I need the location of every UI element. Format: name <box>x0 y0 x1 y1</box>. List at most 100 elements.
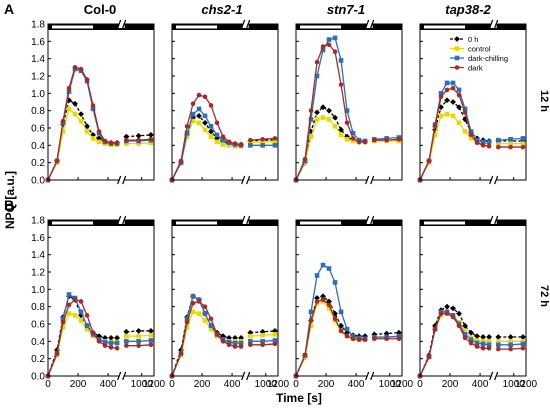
data-point <box>486 342 492 348</box>
data-point <box>383 330 390 337</box>
data-point <box>226 342 232 348</box>
data-point <box>444 311 450 316</box>
data-point <box>320 293 326 300</box>
data-point <box>520 345 526 351</box>
panel-r1-c3 <box>293 19 403 185</box>
data-point <box>480 345 486 351</box>
data-point <box>78 299 84 304</box>
x-tick-label: 1200 <box>267 379 290 390</box>
data-point <box>72 297 78 303</box>
data-point <box>344 108 350 113</box>
y-tick-label: 1.0 <box>31 89 45 100</box>
data-point <box>232 344 238 349</box>
light-bar-light <box>176 221 218 225</box>
data-point <box>96 129 102 134</box>
data-point <box>260 342 265 348</box>
axis-break-mark <box>122 215 127 225</box>
panel-frame <box>171 23 279 181</box>
data-point <box>208 103 214 108</box>
data-point <box>426 354 432 360</box>
data-point <box>78 118 84 124</box>
series-dark <box>293 42 402 183</box>
axis-break-mark <box>489 175 494 185</box>
axis-break-mark <box>494 19 499 29</box>
axis-break-mark <box>122 371 127 381</box>
axis-break-mark <box>241 215 246 225</box>
data-point <box>214 332 220 337</box>
light-bar-dark <box>172 220 278 226</box>
data-point <box>72 65 78 70</box>
data-point <box>60 319 66 325</box>
data-point <box>332 280 338 285</box>
y-tick-label: 1.4 <box>31 250 45 261</box>
data-point <box>520 341 526 347</box>
data-point <box>72 111 78 117</box>
axis-break-mark <box>489 371 494 381</box>
data-point <box>90 103 96 108</box>
y-tick-label: 0.2 <box>31 354 45 365</box>
data-point <box>496 339 501 344</box>
data-point <box>456 323 462 329</box>
row-label-12h: 12 h <box>538 90 550 112</box>
data-point <box>202 113 208 119</box>
data-point <box>190 114 196 121</box>
x-tick-label: 1000 <box>503 379 526 390</box>
data-point <box>496 346 501 352</box>
axis-break-mark <box>489 215 494 225</box>
data-point <box>462 116 468 123</box>
axis-break-mark <box>494 371 499 381</box>
series-line <box>295 264 366 377</box>
series-control <box>169 118 278 183</box>
data-point <box>520 141 526 146</box>
axis-break-mark <box>246 371 251 381</box>
data-point <box>462 332 468 337</box>
data-point <box>196 112 202 119</box>
column-title-chs2-1: chs2-1 <box>201 2 242 17</box>
data-point <box>54 158 60 164</box>
data-point <box>72 100 78 107</box>
data-point <box>350 136 356 141</box>
axis-break-mark <box>241 371 246 381</box>
x-tick-label: 1200 <box>515 379 538 390</box>
legend-marker <box>454 65 460 70</box>
data-point <box>332 114 338 121</box>
data-point <box>108 334 114 341</box>
data-point <box>136 343 141 348</box>
light-bar-dark <box>48 24 154 30</box>
data-point <box>338 132 344 138</box>
data-point <box>350 138 356 144</box>
axis-break-mark <box>370 215 375 225</box>
data-point <box>450 85 456 91</box>
x-tick-label: 200 <box>70 379 87 390</box>
data-point <box>78 318 84 323</box>
y-tick-label: 0.6 <box>31 124 45 135</box>
data-point <box>508 136 513 142</box>
data-point <box>96 139 102 145</box>
data-point <box>123 133 130 140</box>
data-point <box>302 352 308 358</box>
y-tick-label: 0.6 <box>31 320 45 331</box>
x-tick-label: 0 <box>417 379 423 390</box>
data-point <box>272 139 278 145</box>
data-point <box>362 337 368 342</box>
data-point <box>108 140 114 146</box>
light-bar-dark <box>172 24 278 30</box>
data-point <box>184 319 190 325</box>
y-tick-label: 1.8 <box>31 20 45 31</box>
data-point <box>338 126 344 133</box>
axis-break-gap <box>366 216 373 224</box>
data-point <box>520 144 526 150</box>
data-point <box>338 58 344 63</box>
data-point <box>202 318 208 323</box>
panel-r1-c2 <box>169 19 279 185</box>
axis-break-mark <box>117 215 122 225</box>
data-point <box>84 326 90 332</box>
data-point <box>178 351 184 356</box>
x-tick-label: 400 <box>224 379 241 390</box>
data-point <box>208 128 214 135</box>
data-point <box>372 137 377 143</box>
x-tick-label: 1200 <box>143 379 166 390</box>
data-point <box>148 140 154 146</box>
data-point <box>148 132 154 138</box>
data-point <box>148 328 154 334</box>
